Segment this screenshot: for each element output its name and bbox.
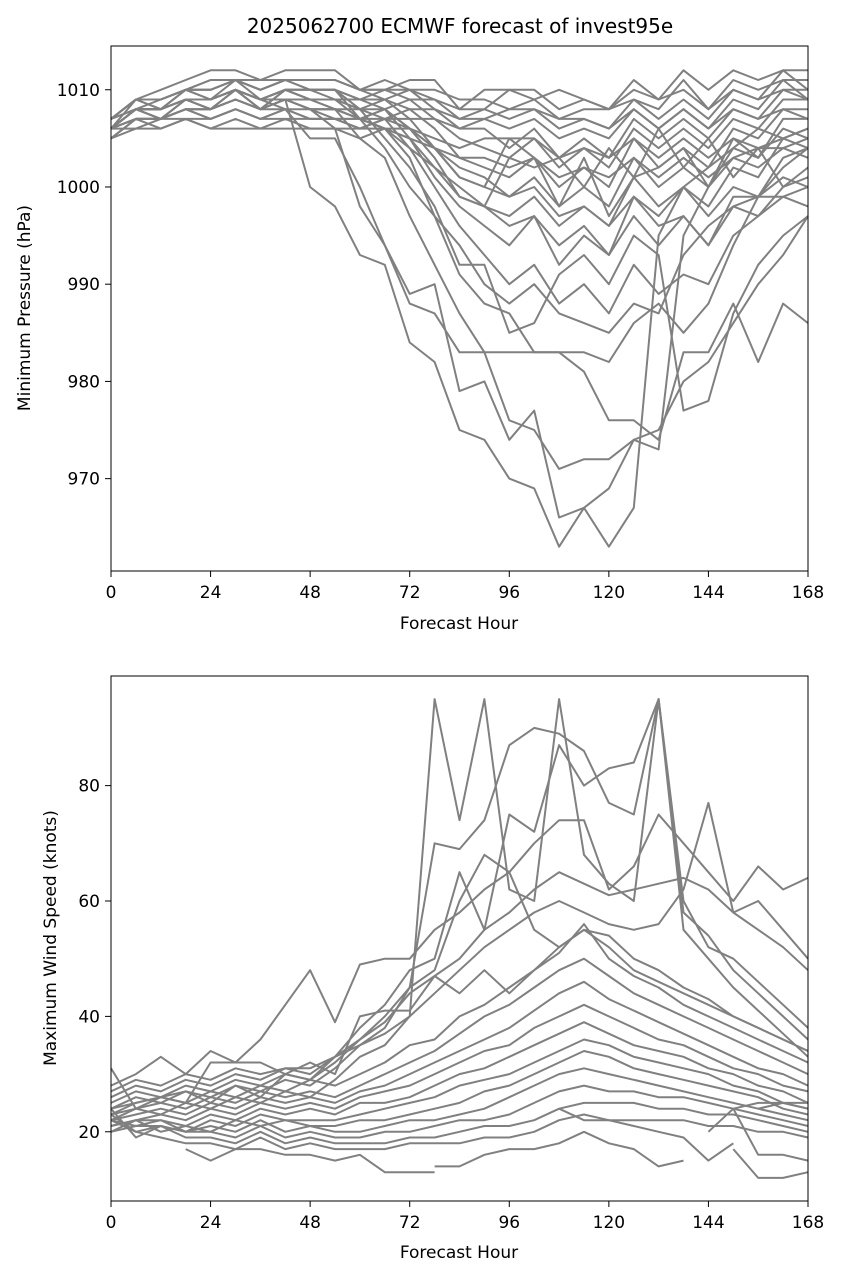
wind-x-tick-label: 0 (106, 1213, 117, 1233)
pressure-x-axis-label: Forecast Hour (400, 614, 518, 634)
wind-member-line-3 (110, 813, 809, 1104)
wind-member-line-20 (434, 1130, 684, 1168)
pressure-x-tick-label: 48 (299, 583, 321, 603)
wind-member-line-5 (110, 801, 809, 1093)
wind-y-ticks: 20 40 60 80 (78, 777, 111, 1143)
pressure-x-tick-label: 96 (498, 583, 520, 603)
wind-x-ticks: 0 24 48 72 96 120 144 168 (106, 1201, 824, 1233)
wind-member-line-1 (110, 698, 809, 1116)
wind-x-tick-label: 120 (593, 1213, 625, 1233)
wind-member-line-18 (110, 1113, 809, 1151)
wind-y-tick-label: 80 (78, 777, 100, 797)
wind-member-line-10 (110, 980, 809, 1122)
pressure-x-tick-label: 24 (200, 583, 222, 603)
wind-member-line-7 (110, 923, 809, 1110)
wind-y-tick-label: 20 (78, 1123, 100, 1143)
wind-member-line-2 (110, 698, 809, 1110)
pressure-x-tick-label: 120 (593, 583, 625, 603)
wind-y-tick-label: 40 (78, 1007, 100, 1027)
wind-axes-frame (110, 675, 809, 1202)
pressure-member-lines (110, 69, 809, 548)
wind-member-line-21 (558, 1107, 734, 1162)
wind-member-line-24 (707, 1101, 809, 1133)
wind-x-tick-label: 144 (692, 1213, 724, 1233)
pressure-member-line-21 (110, 108, 809, 179)
pressure-y-tick-label: 980 (68, 372, 100, 392)
wind-x-tick-label: 96 (498, 1213, 520, 1233)
wind-member-line-23 (732, 1108, 809, 1162)
pressure-y-ticks: 970 980 990 1000 1010 (57, 81, 111, 490)
chart-title: 2025062700 ECMWF forecast of invest95e (247, 14, 673, 38)
pressure-y-axis-label: Minimum Pressure (hPa) (15, 205, 35, 411)
wind-y-axis-label: Maximum Wind Speed (knots) (41, 810, 61, 1066)
pressure-y-tick-label: 990 (68, 275, 100, 295)
pressure-y-tick-label: 1010 (57, 81, 100, 101)
wind-member-line-19 (185, 1148, 435, 1174)
wind-member-lines (110, 698, 809, 1179)
pressure-y-tick-label: 970 (68, 470, 100, 490)
pressure-member-line-23 (110, 88, 809, 256)
pressure-axes-frame (110, 45, 809, 572)
wind-x-tick-label: 24 (200, 1213, 222, 1233)
wind-member-line-25 (757, 1101, 808, 1110)
wind-y-tick-label: 60 (78, 892, 100, 912)
pressure-x-tick-label: 72 (399, 583, 421, 603)
wind-member-line-4 (110, 871, 809, 1099)
wind-member-line-22 (732, 1148, 809, 1179)
pressure-member-line-6 (110, 88, 809, 334)
wind-member-line-9 (110, 957, 809, 1116)
wind-x-tick-label: 48 (299, 1213, 321, 1233)
wind-member-line-16 (110, 1084, 809, 1139)
pressure-member-line-19 (110, 108, 809, 130)
pressure-x-tick-label: 144 (692, 583, 724, 603)
pressure-panel: 2025062700 ECMWF forecast of invest95e 0… (15, 14, 824, 634)
pressure-x-ticks: 0 24 48 72 96 120 144 168 (106, 571, 824, 603)
pressure-member-line-20 (111, 117, 809, 159)
wind-x-tick-label: 72 (399, 1213, 421, 1233)
wind-member-line-12 (110, 1021, 809, 1133)
wind-panel: 0 24 48 72 96 120 144 168 20 40 60 80 Forecast Hou… (41, 675, 824, 1263)
wind-member-line-11 (110, 1003, 809, 1127)
pressure-member-line-25 (110, 98, 809, 218)
wind-member-line-15 (110, 1067, 809, 1133)
wind-x-axis-label: Forecast Hour (400, 1243, 518, 1263)
pressure-x-tick-label: 0 (106, 583, 117, 603)
wind-member-line-6 (110, 871, 809, 1087)
pressure-x-tick-label: 168 (792, 583, 824, 603)
wind-member-line-17 (110, 1101, 809, 1145)
wind-x-tick-label: 168 (792, 1213, 824, 1233)
wind-member-line-14 (110, 1050, 809, 1133)
wind-member-line-8 (110, 928, 809, 1110)
pressure-y-tick-label: 1000 (57, 178, 100, 198)
